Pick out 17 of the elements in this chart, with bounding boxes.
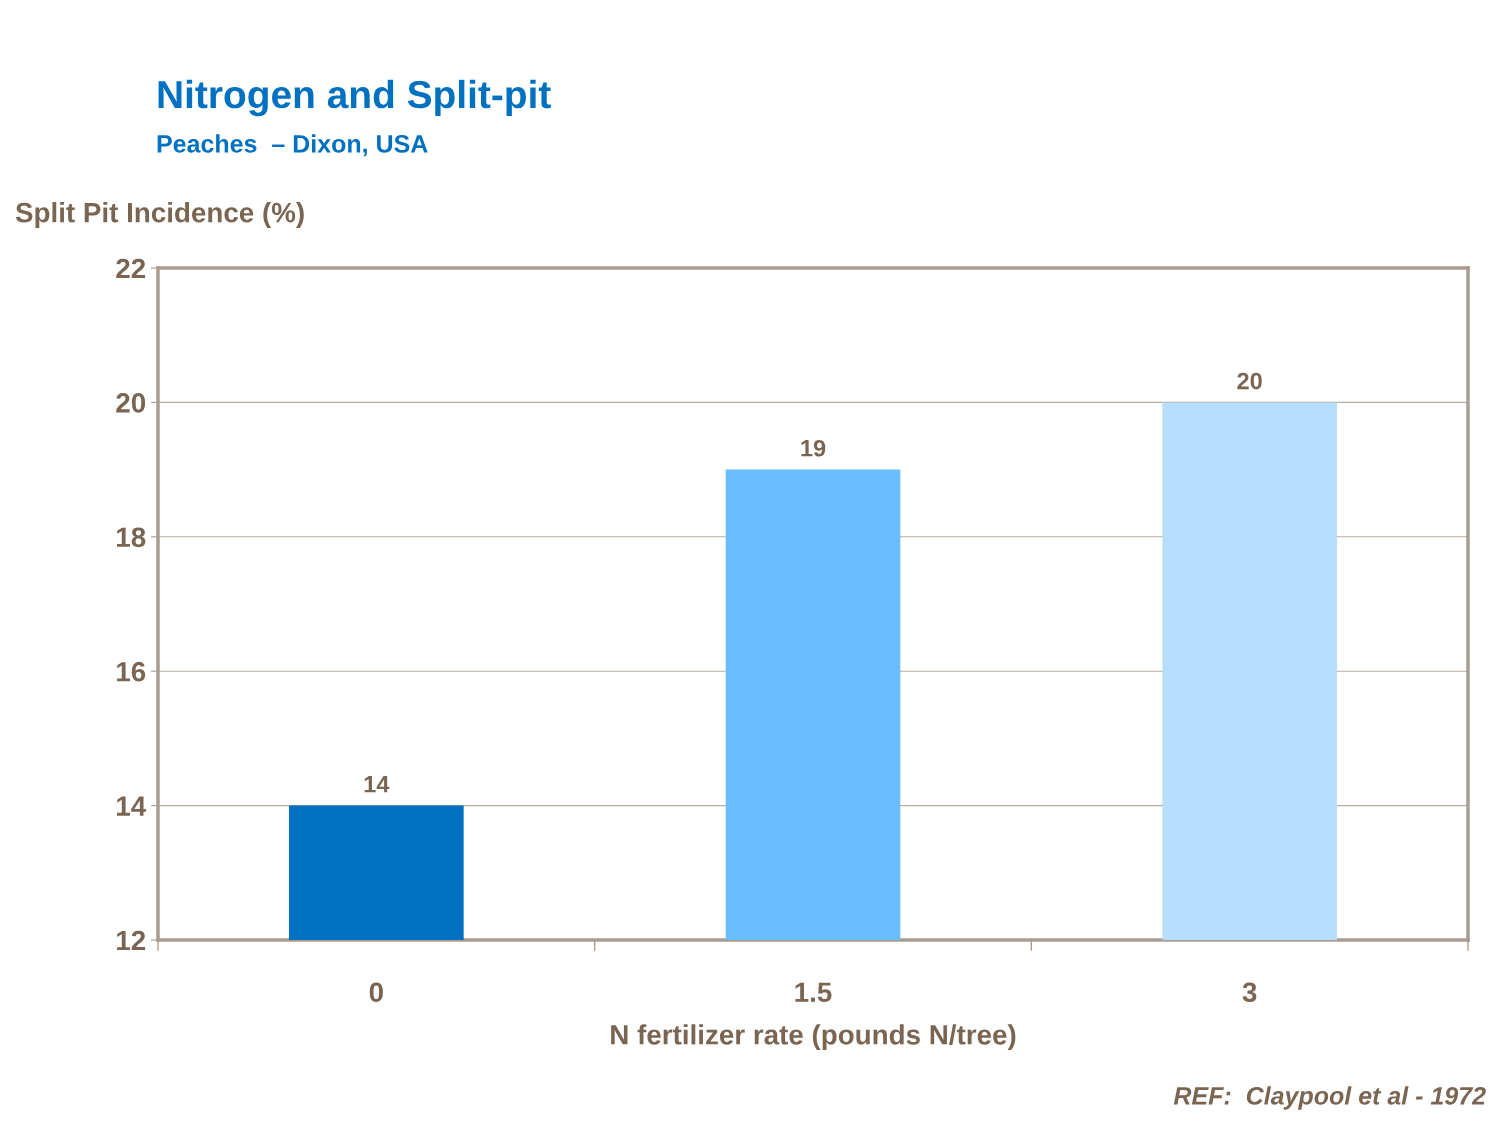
text: REF: Claypool et al - 1972 [1173, 1086, 1486, 1110]
y-tick-label: 16 [117, 661, 146, 682]
data-label: 14 [364, 776, 390, 793]
x-axis-title: N fertilizer rate (pounds N/tree) [611, 1024, 1016, 1051]
x-tick-label: 1.5 [795, 982, 832, 1003]
x-tick-label: 0 [369, 982, 383, 1003]
x-tick-label: 3 [1242, 982, 1257, 1003]
chart-title: Nitrogen and Split-pit [158, 79, 551, 117]
chart-subtitle: Peaches – Dixon, USA [157, 134, 428, 157]
y-tick-label: 12 [117, 930, 146, 951]
y-tick-label: 14 [117, 796, 147, 816]
data-label: 19 [801, 439, 826, 457]
y-tick-label: 22 [116, 258, 146, 279]
y-tick-label: 18 [117, 527, 146, 548]
y-axis-title: Split Pit Incidence (%) [15, 202, 304, 228]
y-tick-label: 20 [116, 393, 146, 413]
data-label: 20 [1237, 372, 1262, 390]
